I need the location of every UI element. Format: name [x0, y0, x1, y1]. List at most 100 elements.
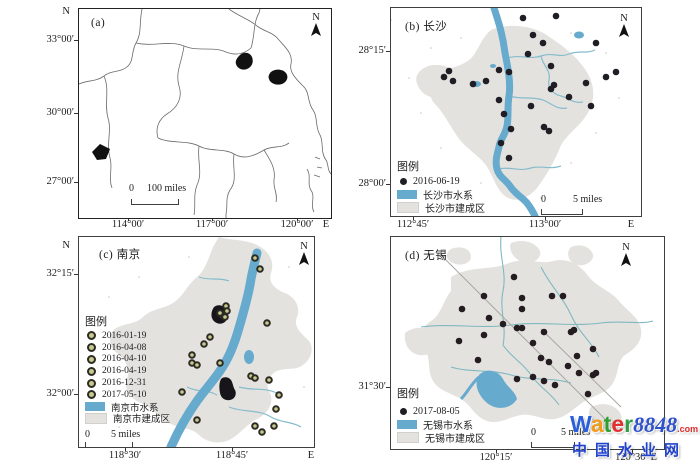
north-arrow: N: [297, 241, 311, 267]
scale-label: 5 miles: [561, 427, 591, 438]
panel-a-east-axis-label: E: [322, 219, 330, 230]
xiang-river: [490, 8, 539, 216]
railway-lines: [438, 252, 622, 424]
date-ring-marker: [87, 378, 96, 388]
north-arrow-label: N: [620, 13, 628, 24]
date-ring-marker: [87, 366, 96, 376]
legend-label: 南京市水系: [111, 403, 159, 414]
date-dot-marker: [400, 408, 407, 415]
date-ring-marker: [87, 390, 96, 400]
panel-c-ytick: 32°00′: [46, 388, 75, 399]
builtup-swatch: [397, 202, 419, 213]
scale-bar-line: [541, 209, 583, 215]
scale-zero: 0: [531, 427, 536, 438]
panel-c-xtick: 118°30′: [108, 450, 142, 461]
city-location-blobs: [92, 52, 288, 160]
legend-item: 2017-08-05: [397, 405, 485, 418]
scale-bar: 0 5 miles: [81, 429, 171, 448]
watermark-letter: W: [570, 411, 591, 437]
north-arrow-label: N: [622, 242, 630, 253]
water-swatch: [85, 402, 105, 412]
overview-map: [79, 9, 331, 218]
yangtze-river: [166, 248, 262, 447]
scale-zero: 0: [85, 429, 90, 440]
taihu-lake: [476, 370, 517, 408]
panel-b-ytick: 28°15′: [358, 45, 387, 56]
legend-label: 2016-06-19: [413, 176, 460, 187]
panel-b-legend: 图例 2016-06-19 长沙市水系 长沙市建成区: [397, 158, 485, 215]
speckle: [108, 256, 305, 428]
panel-c-label: (c) 南京: [99, 249, 141, 261]
tick-mark: [74, 274, 78, 275]
tick-mark: [232, 447, 233, 451]
watermark-subtitle: 中国水业网: [572, 442, 688, 459]
panel-d-map-frame: (d) 无锡 N 图例 2017-08-05 无锡市水系 无锡市建成区 0 5 …: [390, 236, 665, 450]
wuxi-map: [404, 237, 654, 430]
builtup-swatch: [397, 432, 419, 443]
panel-a-xtick: 117°00′: [195, 219, 229, 230]
watermark-dotcom: .com: [677, 424, 699, 434]
legend-item: 2017-05-10: [85, 389, 170, 401]
panel-b-xtick: 112°45′: [396, 219, 430, 230]
scale-zero: 0: [541, 194, 546, 205]
legend-item: 2016-06-19: [397, 175, 485, 188]
scale-bar: 0 100 miles: [121, 183, 217, 213]
watermark-letter: t: [603, 411, 612, 437]
legend-title: 图例: [397, 161, 419, 173]
legend-label: 2017-08-05: [413, 406, 460, 417]
scale-bar: 0 5 miles: [531, 194, 631, 216]
watermark-letter: e: [611, 411, 625, 437]
panel-d-label: (d) 无锡: [405, 250, 448, 262]
legend-item: 2016-01-19: [85, 330, 170, 342]
panel-b-east-axis-label: E: [627, 219, 635, 230]
panel-c-legend: 图例 2016-01-19 2016-04-08 2016-04-10 2016…: [85, 313, 171, 426]
legend-item: 2016-04-10: [85, 354, 170, 366]
panel-c-xtick: 118°45′: [215, 450, 249, 461]
tick-mark: [413, 216, 414, 220]
watermark: Water8848.com 中国水业网: [568, 411, 700, 465]
tick-mark: [386, 387, 390, 388]
panel-b-xtick: 113°00′: [528, 219, 562, 230]
panel-b-map-frame: (b) 长沙 N 图例 2016-06-19 长沙市水系 长沙市建成区 0 5 …: [390, 7, 642, 217]
tick-mark: [74, 182, 78, 183]
scale-bar: 0 5 miles: [521, 427, 617, 448]
panel-b-ytick: 28°00′: [358, 178, 387, 189]
legend-label: 无锡市建成区: [425, 434, 485, 445]
panel-c-north-axis-label: N: [62, 240, 70, 251]
panel-d-xtick: 120°15′: [479, 452, 513, 463]
date-ring-marker: [87, 354, 96, 364]
north-arrow: N: [619, 242, 633, 268]
north-arrow: N: [309, 12, 323, 38]
legend-label: 南京市建成区: [113, 415, 171, 426]
lake-arm: [459, 375, 481, 401]
watermark-digits: 8848: [633, 412, 678, 437]
legend-title: 图例: [85, 316, 107, 328]
legend-item: 南京市建成区: [85, 412, 171, 426]
sample-points: [455, 273, 600, 398]
builtup-area: [430, 25, 594, 200]
tick-mark: [74, 394, 78, 395]
panel-d-xtick: 120°30′ E: [615, 452, 657, 463]
panel-b-label: (b) 长沙: [405, 21, 448, 33]
legend-item: 无锡市建成区: [397, 431, 485, 445]
tick-mark: [386, 51, 390, 52]
date-dot-marker: [400, 178, 407, 185]
panel-a-xtick: 120°00′: [280, 219, 314, 230]
panel-d-legend: 图例 2017-08-05 无锡市水系 无锡市建成区: [397, 385, 485, 445]
tick-mark: [128, 217, 129, 221]
scale-label: 100 miles: [147, 183, 187, 194]
legend-label: 长沙市建成区: [425, 204, 485, 215]
tick-mark: [212, 217, 213, 221]
north-arrow-icon: [299, 252, 309, 265]
panel-c-map-frame: (c) 南京 N 图例 2016-01-19 2016-04-08 2016-0…: [78, 236, 315, 448]
tick-mark: [632, 449, 633, 453]
legend-item: 2016-04-08: [85, 342, 170, 354]
tick-mark: [74, 40, 78, 41]
legend-label: 2016-01-19: [102, 330, 147, 341]
north-arrow-icon: [619, 24, 629, 37]
province-boundaries: [79, 9, 331, 218]
panel-d-ytick: 31°30′: [358, 381, 387, 392]
scale-label: 5 miles: [111, 429, 141, 440]
tick-mark: [297, 217, 298, 221]
lake: [244, 350, 254, 364]
